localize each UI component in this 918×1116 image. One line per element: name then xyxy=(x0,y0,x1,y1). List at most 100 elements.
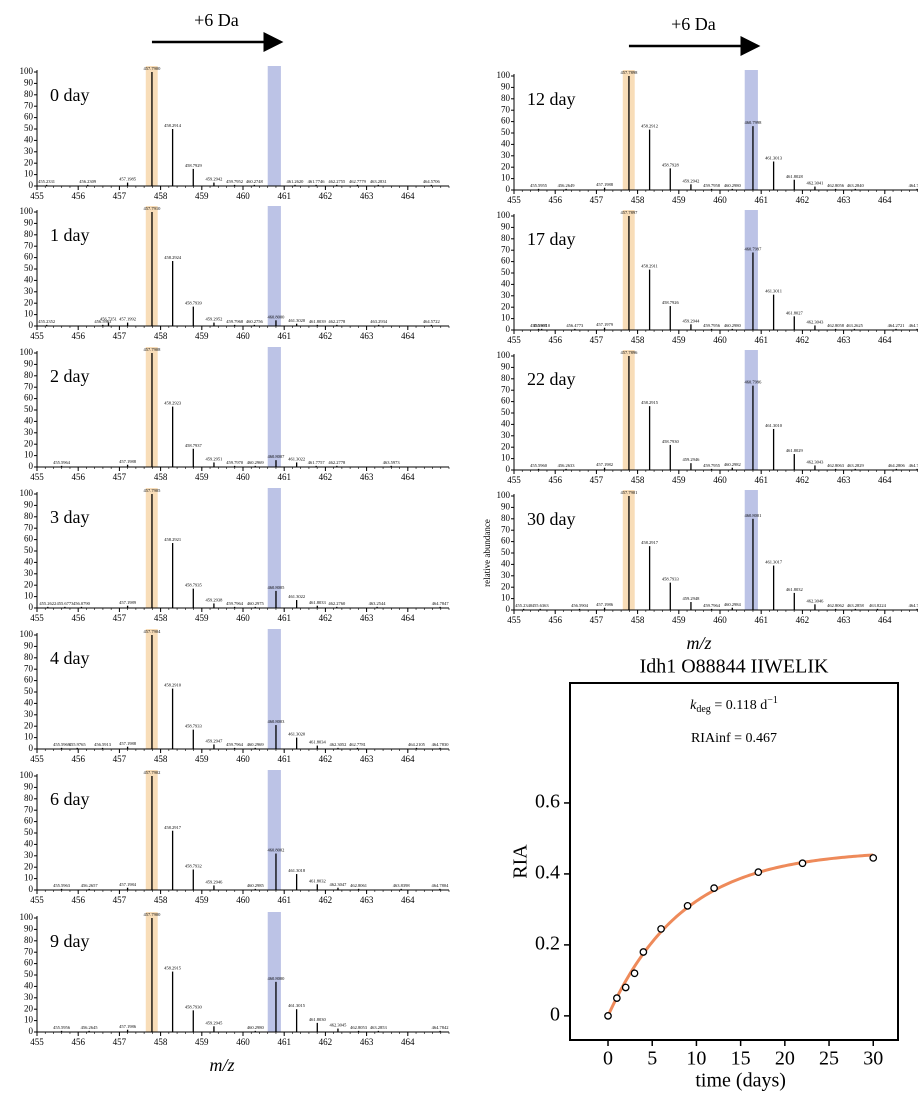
x-tick-label: 462 xyxy=(319,1037,333,1047)
peak-label: 458.2917 xyxy=(164,825,182,830)
peak-label: 460.2982 xyxy=(724,462,741,467)
peak-label: 456.4773 xyxy=(566,323,584,328)
peak-label: 462.8063 xyxy=(827,463,845,468)
peak-label: 461.8029 xyxy=(786,448,804,453)
peak-label: 463.2840 xyxy=(847,183,865,188)
peak-label: 456.0790 xyxy=(73,601,91,606)
highlight-band xyxy=(267,912,281,1032)
x-tick-label: 458 xyxy=(154,613,168,623)
x-tick-label: 462 xyxy=(796,335,810,345)
peak-label: 460.2980 xyxy=(247,1025,265,1030)
peak-label: 462.7779 xyxy=(349,179,367,184)
peak-label: 462.3046 xyxy=(807,598,825,603)
x-tick-label: 455 xyxy=(30,472,44,482)
peak-label: 455.5963 xyxy=(53,883,71,888)
y-tick-label: 30 xyxy=(24,427,34,437)
y-tick-label: 0 xyxy=(506,464,511,474)
y-tick-label: 0 xyxy=(29,743,34,753)
x-tick-label: 458 xyxy=(154,331,168,341)
y-tick-label: 90 xyxy=(24,358,34,368)
y-tick-label: 100 xyxy=(497,490,511,500)
peak-label: 458.2921 xyxy=(164,537,181,542)
fit-ria-label: RIAinf = 0.467 xyxy=(691,731,777,746)
x-tick-label: 459 xyxy=(195,1037,209,1047)
peak-label: 457.7902 xyxy=(144,770,161,775)
peak-label: 462.8062 xyxy=(827,603,844,608)
x-tick-label: 459 xyxy=(672,615,686,625)
peak-label: 463.2829 xyxy=(847,463,865,468)
peak-label: 457.7905 xyxy=(144,488,162,493)
peak-label: 459.7955 xyxy=(703,463,721,468)
x-tick-label: 460 xyxy=(236,895,250,905)
y-tick-label: 30 xyxy=(501,290,511,300)
peak-label: 456.2649 xyxy=(558,183,576,188)
x-tick-label: 15 xyxy=(731,1048,751,1070)
x-tick-label: 460 xyxy=(236,613,250,623)
x-tick-label: 455 xyxy=(507,615,521,625)
peak-label: 462.3047 xyxy=(330,882,348,887)
y-tick-label: 40 xyxy=(24,838,34,848)
y-tick-label: 40 xyxy=(24,697,34,707)
x-tick-label: 462 xyxy=(319,331,333,341)
x-tick-label: 455 xyxy=(30,1037,44,1047)
panel-title: 2 day xyxy=(50,366,90,386)
x-tick-label: 457 xyxy=(113,895,127,905)
y-tick-label: 50 xyxy=(24,686,34,696)
panel-title: 6 day xyxy=(50,789,90,809)
y-tick-label: 70 xyxy=(24,240,34,250)
peak-label: 459.2946 xyxy=(206,879,224,884)
y-tick-label: 0 xyxy=(29,884,34,894)
peak-label: 461.7746 xyxy=(308,179,326,184)
y-tick-label: 20 xyxy=(24,720,34,730)
peak-label: 461.8034 xyxy=(309,740,327,745)
y-tick-label: 60 xyxy=(24,252,34,262)
y-tick-label: 70 xyxy=(501,244,511,254)
data-point xyxy=(683,902,692,910)
y-tick-label: 70 xyxy=(501,524,511,534)
x-tick-label: 456 xyxy=(71,1037,85,1047)
y-tick-label: 80 xyxy=(501,373,511,383)
peak-label: 459.7958 xyxy=(703,183,721,188)
y-tick-label: 90 xyxy=(24,217,34,227)
peak-label: 456.5904 xyxy=(571,603,589,608)
y-tick-label: 50 xyxy=(24,123,34,133)
x-tick-label: 463 xyxy=(837,615,851,625)
x-tick-label: 457 xyxy=(113,1037,127,1047)
peak-label: 457.1989 xyxy=(119,600,137,605)
x-tick-label: 459 xyxy=(672,335,686,345)
y-tick-label: 0 xyxy=(29,602,34,612)
x-tick-label: 463 xyxy=(360,613,374,623)
y-tick-label: 100 xyxy=(20,206,34,216)
peak-label: 462.3043 xyxy=(806,319,824,324)
peak-label: 457.7904 xyxy=(144,629,162,634)
x-tick-label: 10 xyxy=(686,1048,706,1070)
y-tick-label: 20 xyxy=(501,581,511,591)
y-tick-label: 20 xyxy=(24,1003,34,1013)
y-tick-label: 40 xyxy=(501,418,511,428)
peak-label: 460.8002 xyxy=(268,848,285,853)
peak-label: 463.2625 xyxy=(846,323,864,328)
x-tick-label: 458 xyxy=(631,475,645,485)
x-tick-label: 461 xyxy=(277,1037,291,1047)
peak-label: 457.1992 xyxy=(119,317,136,322)
x-tick-label: 459 xyxy=(672,475,686,485)
peak-label: 455.2622 xyxy=(39,601,56,606)
peak-label: 458.7930 xyxy=(662,439,680,444)
highlight-band xyxy=(267,206,281,326)
peak-label: 462.2760 xyxy=(328,601,346,606)
peak-label: 458.7932 xyxy=(185,864,202,869)
x-tick-label: 460 xyxy=(236,472,250,482)
peak-label: 463.2858 xyxy=(847,603,865,608)
peak-label: 456.5963 xyxy=(94,319,112,324)
peak-label: 458.7937 xyxy=(185,443,203,448)
peak-label: 458.2910 xyxy=(164,683,182,688)
peak-label: 461.8032 xyxy=(786,587,803,592)
peak-label: 461.2620 xyxy=(287,179,305,184)
y-tick-label: 90 xyxy=(501,221,511,231)
highlight-band xyxy=(744,210,758,330)
peak-label: 455.5964 xyxy=(53,460,71,465)
x-tick-label: 462 xyxy=(796,615,810,625)
x-axis-label: m/z xyxy=(209,1055,234,1075)
y-tick-label: 20 xyxy=(501,301,511,311)
peak-label: 464.2105 xyxy=(408,742,426,747)
